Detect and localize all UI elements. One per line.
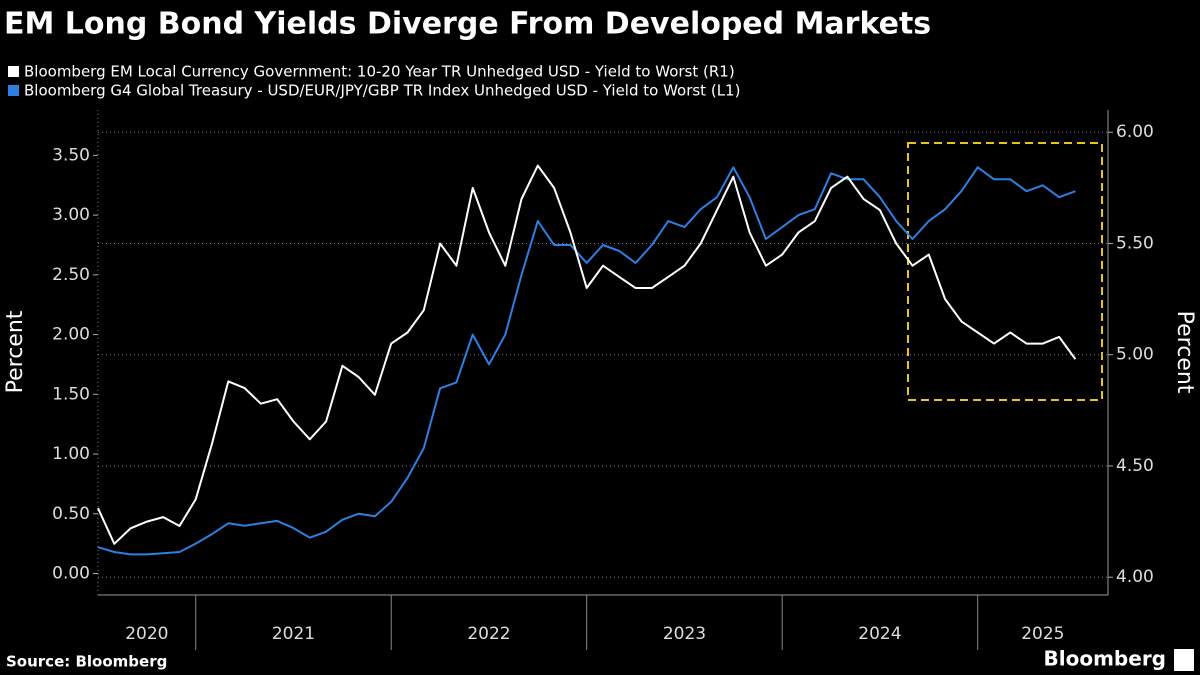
y-tick-label: 1.50 bbox=[52, 384, 90, 404]
y2-tick-label: 4.00 bbox=[1116, 567, 1154, 587]
series-line bbox=[97, 164, 1077, 545]
brand: Bloomberg bbox=[1044, 647, 1166, 671]
x-tick-label: 2025 bbox=[1021, 624, 1064, 644]
legend-entry: Bloomberg G4 Global Treasury - USD/EUR/J… bbox=[24, 82, 740, 100]
y2-tick-label: 4.50 bbox=[1116, 456, 1154, 476]
y2-tick-label: 5.50 bbox=[1116, 233, 1154, 253]
x-tick-label: 2020 bbox=[125, 624, 168, 644]
legend-swatch bbox=[8, 66, 19, 77]
y2-axis-label: Percent bbox=[1172, 311, 1197, 394]
chart-title: EM Long Bond Yields Diverge From Develop… bbox=[4, 7, 931, 42]
y2-tick-label: 5.00 bbox=[1116, 345, 1154, 365]
y-tick-label: 2.00 bbox=[52, 325, 90, 345]
legend-swatch bbox=[8, 85, 19, 96]
y-tick-label: 2.50 bbox=[52, 265, 90, 285]
y-tick-label: 0.00 bbox=[52, 563, 90, 583]
highlight-box bbox=[907, 142, 1103, 401]
y-tick-label: 0.50 bbox=[52, 504, 90, 524]
source: Source: Bloomberg bbox=[6, 653, 167, 671]
y2-tick-label: 6.00 bbox=[1116, 122, 1154, 142]
y-axis-label: Percent bbox=[3, 310, 28, 393]
legend-entry: Bloomberg EM Local Currency Government: … bbox=[24, 63, 735, 81]
x-tick-label: 2021 bbox=[272, 624, 315, 644]
y-tick-label: 3.00 bbox=[52, 205, 90, 225]
y-tick-label: 3.50 bbox=[52, 145, 90, 165]
x-tick-label: 2024 bbox=[858, 624, 901, 644]
x-tick-label: 2023 bbox=[663, 624, 706, 644]
x-tick-label: 2022 bbox=[467, 624, 510, 644]
y-tick-label: 1.00 bbox=[52, 444, 90, 464]
series-line bbox=[97, 166, 1076, 556]
brand-icon bbox=[1174, 649, 1194, 671]
